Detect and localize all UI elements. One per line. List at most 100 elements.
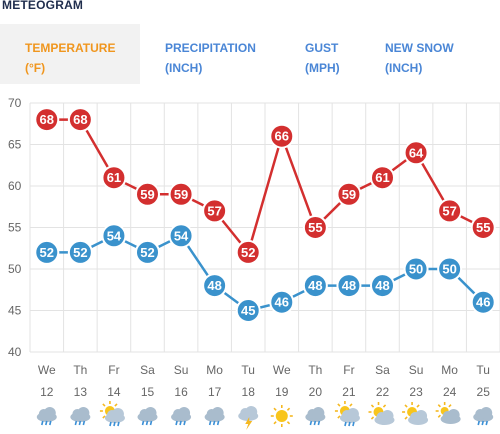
tab-precipitation-label: PRECIPITATION xyxy=(165,41,256,55)
x-tick-date: 18 xyxy=(242,385,256,399)
cloud-part xyxy=(211,407,224,419)
x-tick-date: 24 xyxy=(443,385,457,399)
cloudy-rain-icon xyxy=(171,407,192,426)
sun-ray xyxy=(102,415,106,419)
tab-new-snow[interactable]: NEW SNOW (INCH) xyxy=(360,24,500,84)
x-tick-day: Tu xyxy=(476,363,490,377)
data-label: 45 xyxy=(241,303,255,318)
raindrop xyxy=(175,420,178,426)
data-point-marker xyxy=(437,198,463,224)
data-label: 64 xyxy=(409,145,424,160)
data-point-marker xyxy=(370,165,395,191)
data-point: 59 xyxy=(168,181,194,207)
sun-cloud-icon xyxy=(402,402,429,425)
sun-ray xyxy=(114,403,118,407)
data-point-marker xyxy=(269,123,295,149)
cloudy-rain-icon xyxy=(70,407,91,426)
cloud-part xyxy=(447,409,460,421)
cloud-part xyxy=(381,410,394,422)
tab-bar: TEMPERATURE (°F) PRECIPITATION (INCH) GU… xyxy=(0,24,500,84)
raindrop xyxy=(183,420,186,426)
x-tick-day: We xyxy=(38,363,56,377)
sun-ray xyxy=(286,421,291,425)
data-label: 52 xyxy=(140,245,154,260)
data-point-marker xyxy=(67,107,93,133)
data-point: 68 xyxy=(67,107,93,133)
x-tick-day: Su xyxy=(174,363,189,377)
data-point-marker xyxy=(101,165,127,191)
x-tick-day: Th xyxy=(73,363,87,377)
x-tick-day: Sa xyxy=(375,363,390,377)
raindrop xyxy=(145,420,149,426)
data-point-marker xyxy=(168,223,194,249)
cloud-part xyxy=(77,407,90,419)
tab-gust[interactable]: GUST (MPH) xyxy=(280,24,360,84)
raindrop xyxy=(78,420,82,426)
raindrop xyxy=(352,421,355,427)
data-point-marker xyxy=(67,239,93,265)
tab-precipitation[interactable]: PRECIPITATION (INCH) xyxy=(140,24,280,84)
x-tick-day: We xyxy=(273,363,291,377)
x-tick-date: 17 xyxy=(208,385,222,399)
sun-ray xyxy=(370,404,375,408)
cloud-part xyxy=(312,407,325,419)
sun-ray xyxy=(370,416,375,420)
sun-icon xyxy=(270,405,293,427)
tab-new-snow-label: NEW SNOW xyxy=(385,41,454,55)
cloudy-rain-icon xyxy=(305,407,326,426)
data-point-marker xyxy=(269,289,295,315)
y-tick-label: 70 xyxy=(8,96,22,110)
data-label: 48 xyxy=(308,278,322,293)
raindrop xyxy=(141,420,145,426)
x-tick-day: Mo xyxy=(441,363,458,377)
tab-gust-label: GUST xyxy=(305,41,339,55)
x-tick-day: Fr xyxy=(108,363,119,377)
lightning xyxy=(245,417,253,430)
sun-cloud-rain-icon xyxy=(334,401,360,427)
x-tick-date: 21 xyxy=(342,385,356,399)
cloudy-icon xyxy=(435,402,461,424)
raindrop xyxy=(179,420,182,426)
data-point-marker xyxy=(470,215,496,240)
y-tick-label: 55 xyxy=(8,221,22,235)
data-label: 54 xyxy=(107,228,122,243)
cloud-part xyxy=(178,407,191,419)
sun-ray xyxy=(286,407,291,411)
raindrop xyxy=(49,420,52,426)
data-point: 54 xyxy=(101,223,127,249)
cloud-part xyxy=(480,407,493,419)
thunderstorm-icon xyxy=(238,406,259,430)
data-point: 50 xyxy=(437,256,463,282)
x-tick-date: 19 xyxy=(275,385,289,399)
x-tick-date: 16 xyxy=(174,385,188,399)
x-tick-date: 13 xyxy=(74,385,88,399)
x-tick-day: Sa xyxy=(140,363,155,377)
data-point: 52 xyxy=(67,239,93,265)
data-point-marker xyxy=(135,181,160,207)
x-tick-date: 15 xyxy=(141,385,155,399)
sun-ray xyxy=(102,403,106,407)
data-point-marker xyxy=(235,239,261,265)
tab-gust-unit: (MPH) xyxy=(305,61,340,75)
data-label: 55 xyxy=(308,220,322,235)
data-point-marker xyxy=(437,256,463,282)
x-tick-date: 20 xyxy=(309,385,323,399)
raindrop xyxy=(82,420,86,426)
data-label: 50 xyxy=(409,262,423,277)
sun-ray xyxy=(404,416,408,420)
data-label: 52 xyxy=(73,245,87,260)
sun-ray xyxy=(404,404,408,408)
data-point: 61 xyxy=(370,165,395,191)
data-point: 54 xyxy=(168,223,194,249)
data-point: 45 xyxy=(235,298,261,323)
data-point: 52 xyxy=(135,239,160,265)
raindrop xyxy=(344,421,347,427)
data-point-marker xyxy=(101,223,127,249)
data-point: 55 xyxy=(302,215,328,240)
data-label: 48 xyxy=(342,278,356,293)
data-point-marker xyxy=(336,181,362,207)
data-point: 66 xyxy=(269,123,295,149)
tab-temperature[interactable]: TEMPERATURE (°F) xyxy=(0,24,140,84)
data-point: 55 xyxy=(470,215,496,240)
